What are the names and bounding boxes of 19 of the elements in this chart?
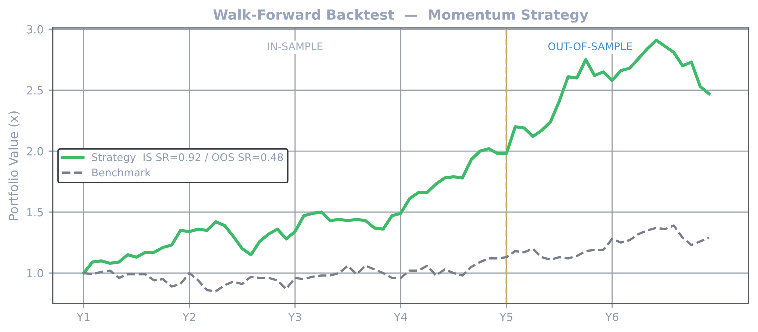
x-tick-label: Y5 [500,313,513,322]
x-tick-label: Y6 [605,313,619,322]
x-tick-label: Y4 [394,313,408,322]
legend-label: Strategy IS SR=0.92 / OOS SR=0.48 [92,154,284,164]
x-tick-label: Y1 [76,313,90,322]
y-tick-label: 1.5 [28,208,44,217]
y-axis-title: Portfolio Value (x) [8,112,20,220]
annotation: OUT-OF-SAMPLE [548,42,632,51]
x-tick-label: Y2 [182,313,196,322]
line-series [82,224,710,293]
annotation: IN-SAMPLE [268,42,323,51]
y-tick-label: 3.0 [27,25,44,34]
line-series [82,38,711,275]
y-tick-label: 2.5 [27,86,44,95]
y-tick-label: 2.0 [27,147,44,156]
x-tick-label: Y3 [288,313,302,322]
legend-label: Benchmark [92,168,151,177]
y-tick-label: 1.0 [28,269,44,278]
chart-title: Walk-Forward Backtest — Momentum Strategy [214,9,589,23]
